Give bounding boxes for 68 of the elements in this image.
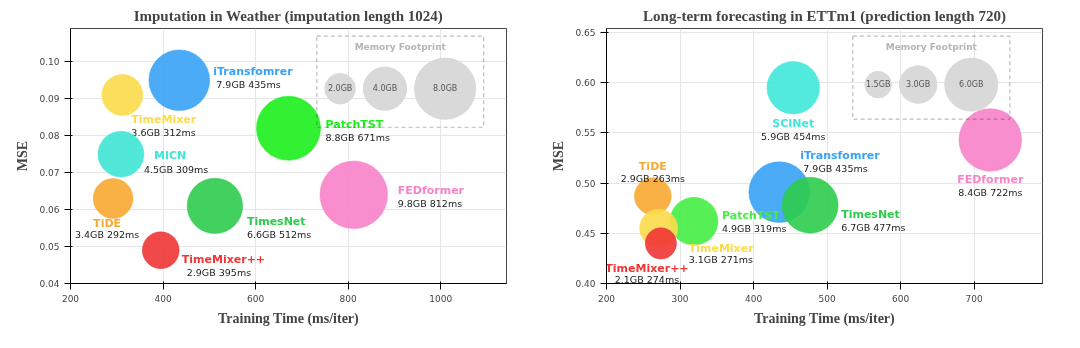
data-label: 4.9GB 319ms — [721, 222, 787, 234]
y-tick-label: 0.55 — [575, 128, 596, 139]
y-tick-label: 0.09 — [39, 94, 60, 105]
legend-label: 1.5GB — [865, 80, 891, 90]
data-label: 8.4GB 722ms — [958, 187, 1023, 199]
legend-label: 3.0GB — [905, 80, 931, 90]
data-label: 8.8GB 671ms — [325, 131, 390, 143]
x-axis-title: Training Time (ms/iter) — [217, 310, 360, 327]
legend-title: Memory Footprint — [885, 42, 978, 53]
x-tick-label: 600 — [247, 293, 265, 304]
data-label: 3.4GB 292ms — [74, 229, 140, 240]
y-tick-label: 0.60 — [575, 78, 596, 89]
series-label: TiDE — [638, 159, 667, 173]
data-label: 2.9GB 263ms — [620, 172, 686, 184]
x-axis-title: Training Time (ms/iter) — [753, 310, 896, 327]
series-label: FEDformer — [397, 184, 465, 198]
data-label: 6.6GB 512ms — [246, 229, 312, 241]
y-tick-label: 0.07 — [39, 168, 60, 179]
data-label: 3.1GB 271ms — [688, 253, 754, 265]
data-label: 5.9GB 454ms — [761, 131, 826, 143]
legend-label: 2.0GB — [327, 84, 353, 94]
x-tick-label: 400 — [154, 293, 172, 304]
series-label: iTransfomrer — [213, 64, 294, 78]
chart-title: Long-term forecasting in ETTm1 (prediction length 720) — [643, 7, 1006, 25]
series-label: PatchTST — [325, 117, 384, 131]
series-label: MICN — [153, 148, 187, 162]
y-tick-label: 0.05 — [39, 242, 60, 253]
legend-label: 4.0GB — [372, 84, 398, 94]
y-tick-label: 0.50 — [575, 178, 596, 189]
data-label: 7.9GB 435ms — [216, 78, 281, 90]
data-label: 3.6GB 312ms — [131, 126, 196, 138]
y-axis-title: MSE — [15, 140, 31, 172]
data-label: 2.1GB 274ms — [614, 273, 680, 285]
x-tick-label: 300 — [671, 293, 689, 304]
data-label: 9.8GB 812ms — [397, 198, 463, 210]
y-tick-label: 0.45 — [575, 228, 596, 239]
series-label: TimeMixer++ — [181, 252, 266, 266]
series-label: TimesNet — [246, 215, 306, 229]
y-tick-label: 0.08 — [39, 131, 60, 142]
y-axis-title: MSE — [551, 140, 567, 172]
series-label: iTransfomrer — [800, 148, 881, 162]
series-label: SCINet — [772, 117, 815, 131]
x-tick-label: 800 — [339, 293, 358, 304]
series-label: TimeMixer — [131, 112, 197, 126]
y-tick-label: 0.65 — [575, 28, 596, 39]
x-tick-label: 500 — [818, 293, 836, 304]
y-tick-label: 0.40 — [575, 279, 596, 289]
data-label: 4.5GB 309ms — [143, 163, 209, 175]
x-tick-label: 600 — [892, 293, 910, 304]
x-tick-label: 700 — [965, 293, 983, 304]
x-tick-label: 400 — [744, 293, 763, 304]
chart-title: Imputation in Weather (imputation length 1024) — [133, 7, 443, 25]
series-label: TiDE — [93, 217, 122, 230]
y-tick-label: 0.10 — [39, 57, 60, 68]
series-label: FEDformer — [957, 173, 1025, 187]
legend-title: Memory Footprint — [354, 42, 447, 53]
y-tick-label: 0.06 — [39, 205, 60, 216]
series-label: TimeMixer — [688, 241, 755, 255]
series-label: TimesNet — [841, 207, 900, 221]
y-tick-label: 0.04 — [39, 279, 60, 289]
data-label: 6.7GB 477ms — [841, 221, 906, 233]
x-tick-label: 200 — [61, 293, 80, 304]
legend-label: 6.0GB — [959, 80, 984, 90]
legend-label: 8.0GB — [432, 84, 458, 94]
x-tick-label: 200 — [597, 293, 616, 304]
data-label: 7.9GB 435ms — [803, 162, 868, 174]
x-tick-label: 1000 — [429, 293, 453, 304]
data-label: 2.9GB 395ms — [186, 266, 252, 278]
